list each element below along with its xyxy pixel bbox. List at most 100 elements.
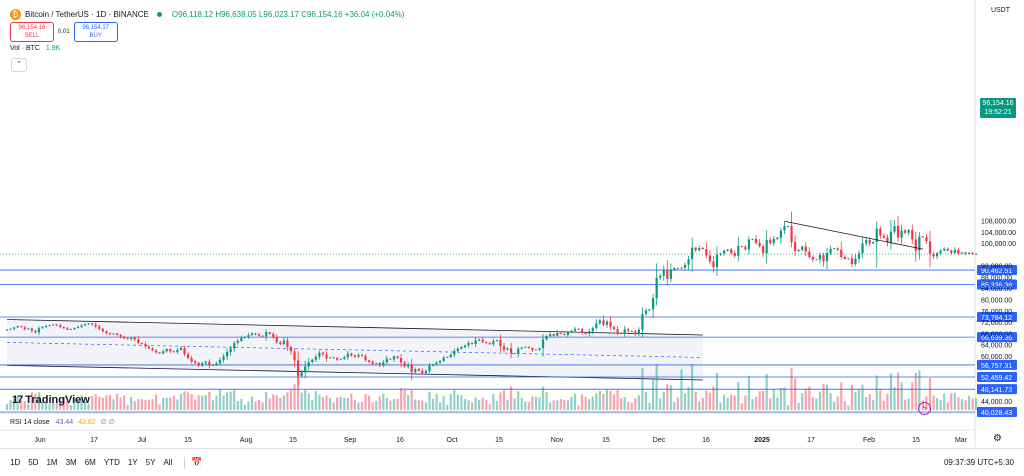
- candle-body: [467, 342, 470, 346]
- candle-body: [683, 264, 687, 268]
- candle-body: [577, 328, 580, 330]
- candle-body: [694, 247, 697, 251]
- candle-body: [556, 332, 559, 336]
- candle: [950, 249, 953, 256]
- candle: [155, 349, 158, 354]
- buy-price: 96,154.17: [82, 25, 110, 31]
- candle: [421, 368, 424, 375]
- timeframe-5y[interactable]: 5Y: [145, 458, 156, 467]
- candle: [84, 323, 87, 327]
- volume-bar: [733, 395, 736, 410]
- candle-body: [676, 268, 680, 270]
- volume-bar: [953, 392, 956, 410]
- candle-body: [481, 339, 484, 343]
- candle: [265, 329, 268, 341]
- candle: [797, 249, 800, 252]
- candle: [960, 251, 964, 255]
- timeframe-ytd[interactable]: YTD: [103, 458, 120, 467]
- bolt-icon[interactable]: ϟ: [918, 402, 931, 415]
- timeframe-6m[interactable]: 6M: [84, 458, 96, 467]
- candle: [882, 233, 885, 239]
- candle-body: [460, 347, 463, 349]
- clock[interactable]: 09:37:39 UTC+5:30: [943, 458, 1014, 467]
- candle-body: [772, 238, 775, 244]
- candle-body: [907, 229, 910, 233]
- volume-bar: [197, 395, 200, 410]
- candle-body: [708, 255, 711, 262]
- collapse-legend-button[interactable]: ⌃: [11, 58, 27, 72]
- time-axis: Jun 17 Jul 15 Aug 15 Sep 16 Oct 15 Nov 15 Dec 16 2025 1…: [34, 437, 967, 444]
- candle: [627, 327, 630, 333]
- volume-bar: [911, 382, 914, 410]
- timeframe-5d[interactable]: 5D: [28, 458, 39, 467]
- candle: [705, 242, 708, 259]
- candle: [424, 369, 427, 375]
- candle: [147, 345, 151, 350]
- symbol-title[interactable]: Bitcoin / TetherUS · 1D · BINANCE: [25, 10, 149, 19]
- candle-body: [779, 230, 782, 238]
- candle: [20, 325, 23, 328]
- volume-bar: [673, 401, 676, 410]
- candle: [918, 232, 921, 260]
- candle: [783, 221, 786, 235]
- volume-bar: [140, 399, 143, 410]
- timeframe-1d[interactable]: 1D: [10, 458, 21, 467]
- candle-body: [911, 229, 914, 240]
- volume-bar: [605, 389, 609, 410]
- volume-bar: [396, 398, 399, 410]
- candle: [598, 318, 601, 326]
- tradingview-logo[interactable]: 17 TradingView: [12, 394, 90, 406]
- volume-bar: [616, 390, 619, 410]
- candle-body: [502, 346, 506, 350]
- buy-button[interactable]: 96,154.17 BUY: [73, 22, 118, 42]
- candle: [964, 251, 967, 256]
- gear-icon[interactable]: ⚙: [993, 433, 1002, 444]
- candle-body: [733, 253, 736, 256]
- volume-bar: [563, 399, 566, 410]
- candle-body: [254, 333, 257, 335]
- timeframe-1y[interactable]: 1Y: [127, 458, 138, 467]
- candle-body: [428, 365, 431, 372]
- candle-body: [44, 325, 48, 328]
- level-label: 85,336.38: [981, 282, 1012, 289]
- volume-bar: [865, 397, 868, 410]
- candle: [130, 337, 133, 341]
- volume-bar: [98, 396, 101, 410]
- candle-body: [964, 252, 967, 254]
- volume-bar: [375, 400, 378, 410]
- sell-button[interactable]: 96,154.16 SELL: [10, 22, 54, 42]
- volume-bar: [776, 397, 779, 410]
- price-tick-label: 84,000.00: [981, 286, 1012, 293]
- volume-bar: [368, 395, 371, 410]
- volume-bar: [794, 378, 797, 410]
- candle-body: [76, 326, 80, 328]
- timeframe-1m[interactable]: 1M: [46, 458, 58, 467]
- candle: [836, 247, 839, 252]
- level-label-bg: [977, 265, 1017, 276]
- candle-body: [705, 249, 708, 256]
- candle: [226, 348, 229, 361]
- volume-bar: [158, 404, 161, 410]
- rsi-label[interactable]: RSI 14 close: [10, 419, 50, 426]
- candle: [13, 326, 16, 331]
- candle: [794, 235, 797, 257]
- candle: [637, 327, 640, 337]
- candle: [254, 332, 257, 336]
- volume-bar: [946, 402, 949, 410]
- currency-label[interactable]: USDT: [990, 7, 1010, 14]
- timeframe-all[interactable]: All: [163, 458, 173, 467]
- volume-bar: [485, 399, 488, 410]
- candle: [364, 353, 367, 362]
- calendar-icon[interactable]: 📅: [191, 457, 203, 467]
- candle-body: [644, 310, 648, 315]
- candle: [350, 352, 353, 357]
- timeframe-3m[interactable]: 3M: [65, 458, 77, 467]
- volume-bar: [453, 389, 456, 410]
- volume-bar: [250, 396, 254, 410]
- volume-bar: [233, 389, 236, 410]
- candle-body: [211, 364, 214, 366]
- candle-body: [719, 253, 722, 255]
- candle: [261, 334, 264, 337]
- candle-body: [325, 354, 328, 359]
